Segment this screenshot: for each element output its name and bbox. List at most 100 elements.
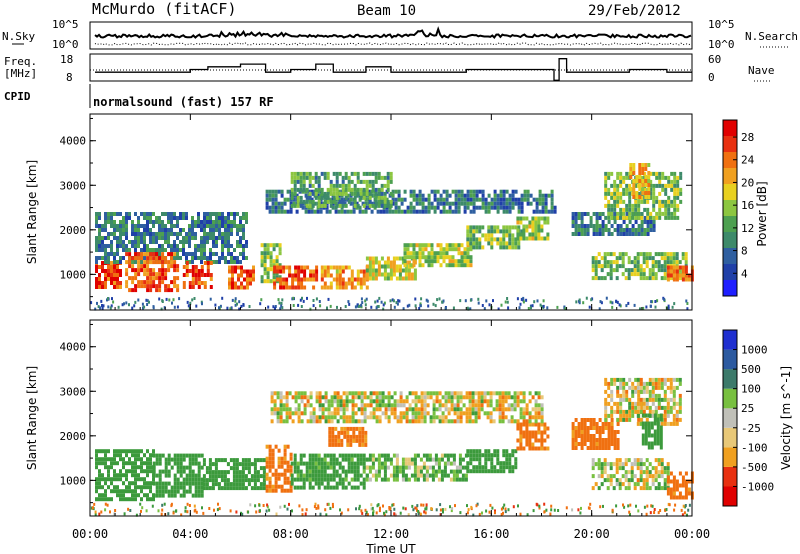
velocity-cell: [645, 466, 649, 471]
power-cell: [197, 248, 200, 252]
power-cell: [640, 175, 644, 180]
velocity-cell: [95, 477, 98, 482]
power-cell: [442, 209, 446, 214]
power-cell: [119, 273, 122, 277]
power-speckle: [578, 298, 581, 302]
velocity-cell: [634, 385, 638, 390]
power-cell: [388, 209, 392, 214]
power-cell: [597, 260, 601, 265]
power-cell: [523, 193, 527, 198]
velocity-cell: [507, 391, 511, 396]
power-cell: [522, 236, 526, 241]
power-cell: [619, 228, 623, 232]
velocity-cell: [238, 470, 242, 475]
velocity-cell: [274, 444, 278, 449]
power-cell: [663, 268, 667, 273]
velocity-cell: [417, 395, 421, 400]
power-cell: [170, 288, 174, 293]
power-cell: [676, 203, 680, 208]
velocity-cell: [137, 493, 140, 498]
power-cell: [607, 228, 611, 232]
velocity-cell: [340, 438, 344, 443]
power-cell: [514, 197, 518, 202]
power-cell: [209, 248, 212, 252]
velocity-cell: [598, 442, 602, 446]
power-cell: [119, 220, 122, 224]
power-cell: [466, 247, 470, 252]
power-cell: [629, 163, 633, 167]
velocity-cell: [628, 385, 632, 390]
power-speckle: [145, 298, 148, 302]
power-cell: [673, 215, 677, 220]
power-cell: [176, 252, 179, 256]
velocity-cell: [574, 438, 578, 442]
power-cell: [633, 260, 637, 265]
velocity-cell: [619, 409, 623, 414]
velocity-cell: [311, 477, 315, 482]
power-cell: [296, 187, 300, 192]
velocity-cell: [205, 470, 209, 475]
power-cell: [391, 193, 395, 198]
power-cell: [243, 285, 246, 290]
velocity-speckle: [370, 503, 373, 507]
power-cell: [346, 209, 350, 214]
velocity-cell: [428, 465, 432, 470]
velocity-cell: [639, 466, 643, 471]
power-cell: [368, 179, 372, 184]
velocity-cell: [613, 409, 617, 414]
power-cell: [427, 197, 431, 202]
velocity-cell: [197, 493, 201, 498]
power-cell: [616, 187, 620, 192]
power-cell: [463, 197, 467, 202]
power-cell: [606, 264, 610, 269]
power-cell: [546, 232, 550, 237]
velocity-cell: [311, 465, 315, 470]
power-speckle: [165, 297, 168, 301]
velocity-cell: [288, 415, 292, 420]
power-cell: [531, 228, 535, 233]
velocity-cell: [434, 461, 438, 466]
velocity-cell: [525, 430, 529, 435]
power-cell: [586, 224, 590, 228]
power-cell: [534, 232, 538, 237]
power-cell: [335, 281, 339, 286]
velocity-speckle: [157, 509, 160, 513]
power-cell: [523, 197, 527, 202]
power-cell: [678, 260, 682, 265]
power-cell: [274, 201, 278, 206]
power-cell: [283, 197, 287, 202]
velocity-cell: [328, 442, 332, 447]
velocity-cell: [317, 481, 321, 486]
power-cell: [218, 220, 221, 224]
power-cell: [268, 189, 272, 194]
velocity-cell: [592, 418, 596, 422]
power-cell: [658, 203, 662, 208]
velocity-cell: [372, 415, 376, 420]
velocity-cell: [684, 487, 688, 492]
velocity-speckle: [611, 508, 614, 512]
power-cell: [469, 209, 473, 214]
velocity-cell: [314, 477, 318, 482]
velocity-cell: [610, 418, 614, 422]
velocity-cell: [659, 429, 663, 434]
power-cell: [448, 201, 452, 206]
power-cell: [600, 264, 604, 269]
velocity-cell: [299, 453, 303, 458]
freq-label-line1: Freq.: [4, 55, 37, 68]
velocity-cell: [642, 405, 646, 410]
velocity-cell: [378, 403, 382, 408]
velocity-cell: [660, 486, 664, 491]
velocity-cell: [453, 419, 457, 424]
velocity-speckle: [193, 504, 196, 508]
velocity-cell: [604, 413, 608, 418]
power-cell: [406, 255, 410, 260]
power-cell: [317, 187, 321, 192]
velocity-heatmap: [90, 377, 694, 517]
power-cell: [663, 264, 667, 269]
power-cell: [457, 201, 461, 206]
velocity-cell: [331, 434, 335, 439]
power-cell: [675, 265, 679, 270]
power-cell: [502, 197, 506, 202]
velocity-cell: [537, 438, 541, 443]
power-cell: [305, 195, 309, 200]
